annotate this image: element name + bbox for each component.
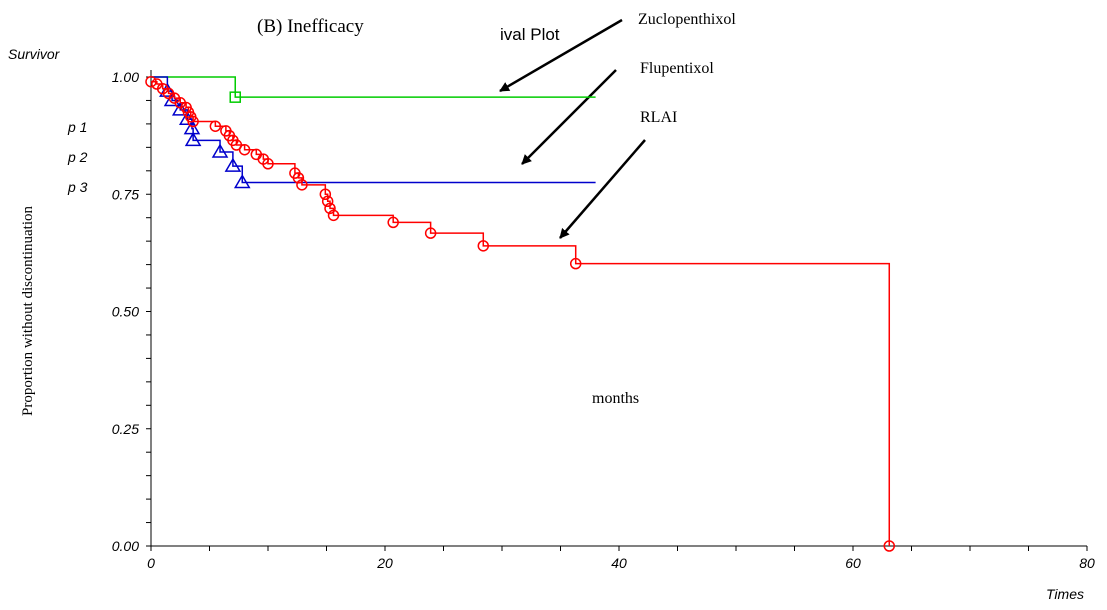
x-tick-label: 20 [376, 555, 393, 571]
event-marker [171, 101, 189, 116]
p-label-2: p 2 [67, 149, 88, 165]
series-rlai [145, 75, 896, 552]
y-axis-label: Proportion without discontinuation [20, 206, 36, 416]
annotation-flupentixol: Flupentixol [640, 60, 714, 77]
y-tick-label: 0.50 [112, 304, 139, 320]
series-flupentixol [151, 76, 596, 189]
corner-label: Survivor [8, 46, 61, 62]
event-marker [569, 257, 582, 270]
event-marker [883, 540, 896, 552]
series-line-flupentixol [151, 76, 596, 184]
event-marker [238, 143, 251, 156]
series-line-zuclopenthixol [151, 76, 596, 98]
annotation-rlai: RLAI [640, 109, 677, 126]
series-layer [145, 75, 896, 552]
event-marker [187, 115, 199, 128]
event-marker [178, 110, 196, 125]
event-marker [163, 91, 181, 107]
event-marker [324, 202, 336, 215]
y-tick-label: 0.75 [112, 186, 139, 202]
event-marker [296, 179, 308, 191]
event-marker [292, 172, 305, 184]
x-tick-label: 0 [147, 555, 155, 571]
event-marker [184, 131, 202, 147]
event-marker [387, 216, 399, 229]
event-marker [209, 120, 222, 132]
event-marker [229, 91, 241, 103]
event-marker [233, 174, 251, 189]
x-axis-label: Times [1046, 586, 1084, 602]
event-marker [327, 209, 340, 222]
series-line-rlai [151, 80, 891, 546]
arrow-rlai [559, 139, 646, 239]
x-tick-label: 80 [1079, 555, 1095, 571]
p-label-1: p 1 [67, 119, 87, 135]
event-marker [321, 195, 334, 208]
event-marker [319, 188, 332, 200]
chart-title: (B) Inefficacy [257, 16, 364, 37]
annotation-zuclopenthixol: Zuclopenthixol [638, 11, 736, 28]
x-tick-label: 40 [611, 555, 627, 571]
arrow-zuclopenthixol [499, 18, 623, 93]
arrow-flupentixol [521, 69, 617, 165]
y-tick-label: 1.00 [112, 69, 139, 85]
event-marker [224, 157, 242, 172]
p-label-3: p 3 [67, 179, 88, 195]
event-marker [145, 75, 157, 88]
inside-label: months [592, 390, 639, 407]
y-tick-label: 0.25 [112, 421, 139, 437]
event-marker [424, 227, 437, 239]
event-marker [183, 120, 201, 135]
y-tick-label: 0.00 [112, 538, 139, 554]
event-marker [477, 240, 490, 252]
event-marker [262, 158, 274, 170]
event-marker [211, 143, 229, 158]
axes: 0.00 0.25 0.50 0.75 1.00 0 20 40 60 80 [112, 69, 1095, 571]
x-tick-label: 60 [845, 555, 861, 571]
title-fragment: ival Plot [500, 25, 560, 44]
series-zuclopenthixol [151, 76, 596, 103]
